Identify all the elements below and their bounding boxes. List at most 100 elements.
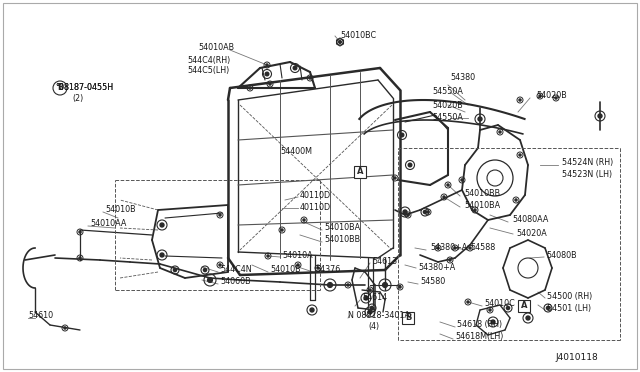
Text: 54613: 54613 [372,257,397,266]
Circle shape [339,41,341,43]
Circle shape [297,264,299,266]
Text: °08187-0455H: °08187-0455H [55,83,113,93]
Text: 54523N (LH): 54523N (LH) [562,170,612,179]
Circle shape [173,269,177,272]
Circle shape [424,211,427,214]
Text: N 08918-3401A: N 08918-3401A [348,311,410,320]
Circle shape [547,307,550,310]
Text: °08187-0455H: °08187-0455H [55,83,113,93]
Circle shape [369,289,371,291]
Text: B: B [57,83,63,93]
Circle shape [499,131,501,133]
Text: 544C5(LH): 544C5(LH) [187,67,229,76]
Circle shape [339,41,341,43]
Text: 54010A: 54010A [282,250,312,260]
Circle shape [383,283,387,288]
Text: 54524N (RH): 54524N (RH) [562,158,613,167]
Circle shape [447,184,449,186]
Text: 54550A: 54550A [432,113,463,122]
Circle shape [317,267,319,269]
Text: 54080AA: 54080AA [512,215,548,224]
Text: J4010118: J4010118 [555,353,598,362]
Text: 54010BC: 54010BC [340,32,376,41]
Circle shape [160,223,164,227]
Text: 54010B: 54010B [270,266,301,275]
Circle shape [539,95,541,97]
Circle shape [281,229,283,231]
Text: 54380+A: 54380+A [418,263,455,272]
Circle shape [399,286,401,288]
Text: B: B [405,314,411,323]
Text: 54376: 54376 [315,266,340,275]
Circle shape [461,179,463,181]
Text: 54618M(LH): 54618M(LH) [455,333,504,341]
Circle shape [408,163,412,167]
Circle shape [478,117,482,121]
FancyBboxPatch shape [518,300,530,312]
Text: 40110D: 40110D [300,202,331,212]
Circle shape [474,209,476,211]
Text: (4): (4) [368,321,379,330]
Circle shape [303,219,305,221]
Text: 54010BB: 54010BB [324,235,360,244]
Text: 54010BB: 54010BB [464,189,500,198]
Circle shape [427,211,429,213]
Circle shape [249,87,251,89]
Circle shape [407,214,409,216]
Text: (2): (2) [72,94,83,103]
Text: 54060B: 54060B [220,278,251,286]
Circle shape [598,114,602,118]
Text: 54550A: 54550A [432,87,463,96]
Text: 544C4N: 544C4N [220,266,252,275]
Text: 54380: 54380 [450,74,475,83]
Circle shape [437,247,439,249]
Circle shape [347,284,349,286]
Circle shape [267,255,269,257]
Circle shape [491,320,495,324]
Circle shape [519,154,521,156]
Circle shape [219,264,221,266]
Circle shape [467,301,469,303]
Text: 54618 (RH): 54618 (RH) [457,321,502,330]
Circle shape [64,327,66,329]
Circle shape [265,72,269,76]
Text: 54500 (RH): 54500 (RH) [547,292,592,301]
FancyBboxPatch shape [402,312,414,324]
Circle shape [309,77,311,79]
Circle shape [328,283,332,288]
FancyBboxPatch shape [354,166,366,178]
Circle shape [515,199,517,201]
Circle shape [454,247,456,249]
Circle shape [403,210,407,214]
Circle shape [555,97,557,99]
Circle shape [443,196,445,198]
Circle shape [79,231,81,233]
Circle shape [364,296,368,300]
Text: 54400M: 54400M [280,148,312,157]
Text: 54010BA: 54010BA [464,201,500,209]
Text: 54501 (LH): 54501 (LH) [547,304,591,312]
Text: 54020B: 54020B [536,90,567,99]
Circle shape [266,64,268,66]
Circle shape [506,307,509,310]
Text: 544C4(RH): 544C4(RH) [187,55,230,64]
Text: 54010AA: 54010AA [90,219,126,228]
Circle shape [207,278,212,282]
Circle shape [371,307,374,310]
Text: 54010BA: 54010BA [324,224,360,232]
Circle shape [469,247,471,249]
Text: 54614: 54614 [362,294,387,302]
Circle shape [160,253,164,257]
Circle shape [293,66,297,70]
Circle shape [519,99,521,101]
Text: 54010C: 54010C [484,299,515,308]
Circle shape [269,83,271,85]
Text: 54610: 54610 [28,311,53,321]
Text: 54080B: 54080B [546,250,577,260]
Circle shape [368,310,372,314]
Circle shape [394,177,396,179]
Text: 54020A: 54020A [516,228,547,237]
Text: 54588: 54588 [470,244,495,253]
Circle shape [204,269,207,272]
Circle shape [400,133,404,137]
